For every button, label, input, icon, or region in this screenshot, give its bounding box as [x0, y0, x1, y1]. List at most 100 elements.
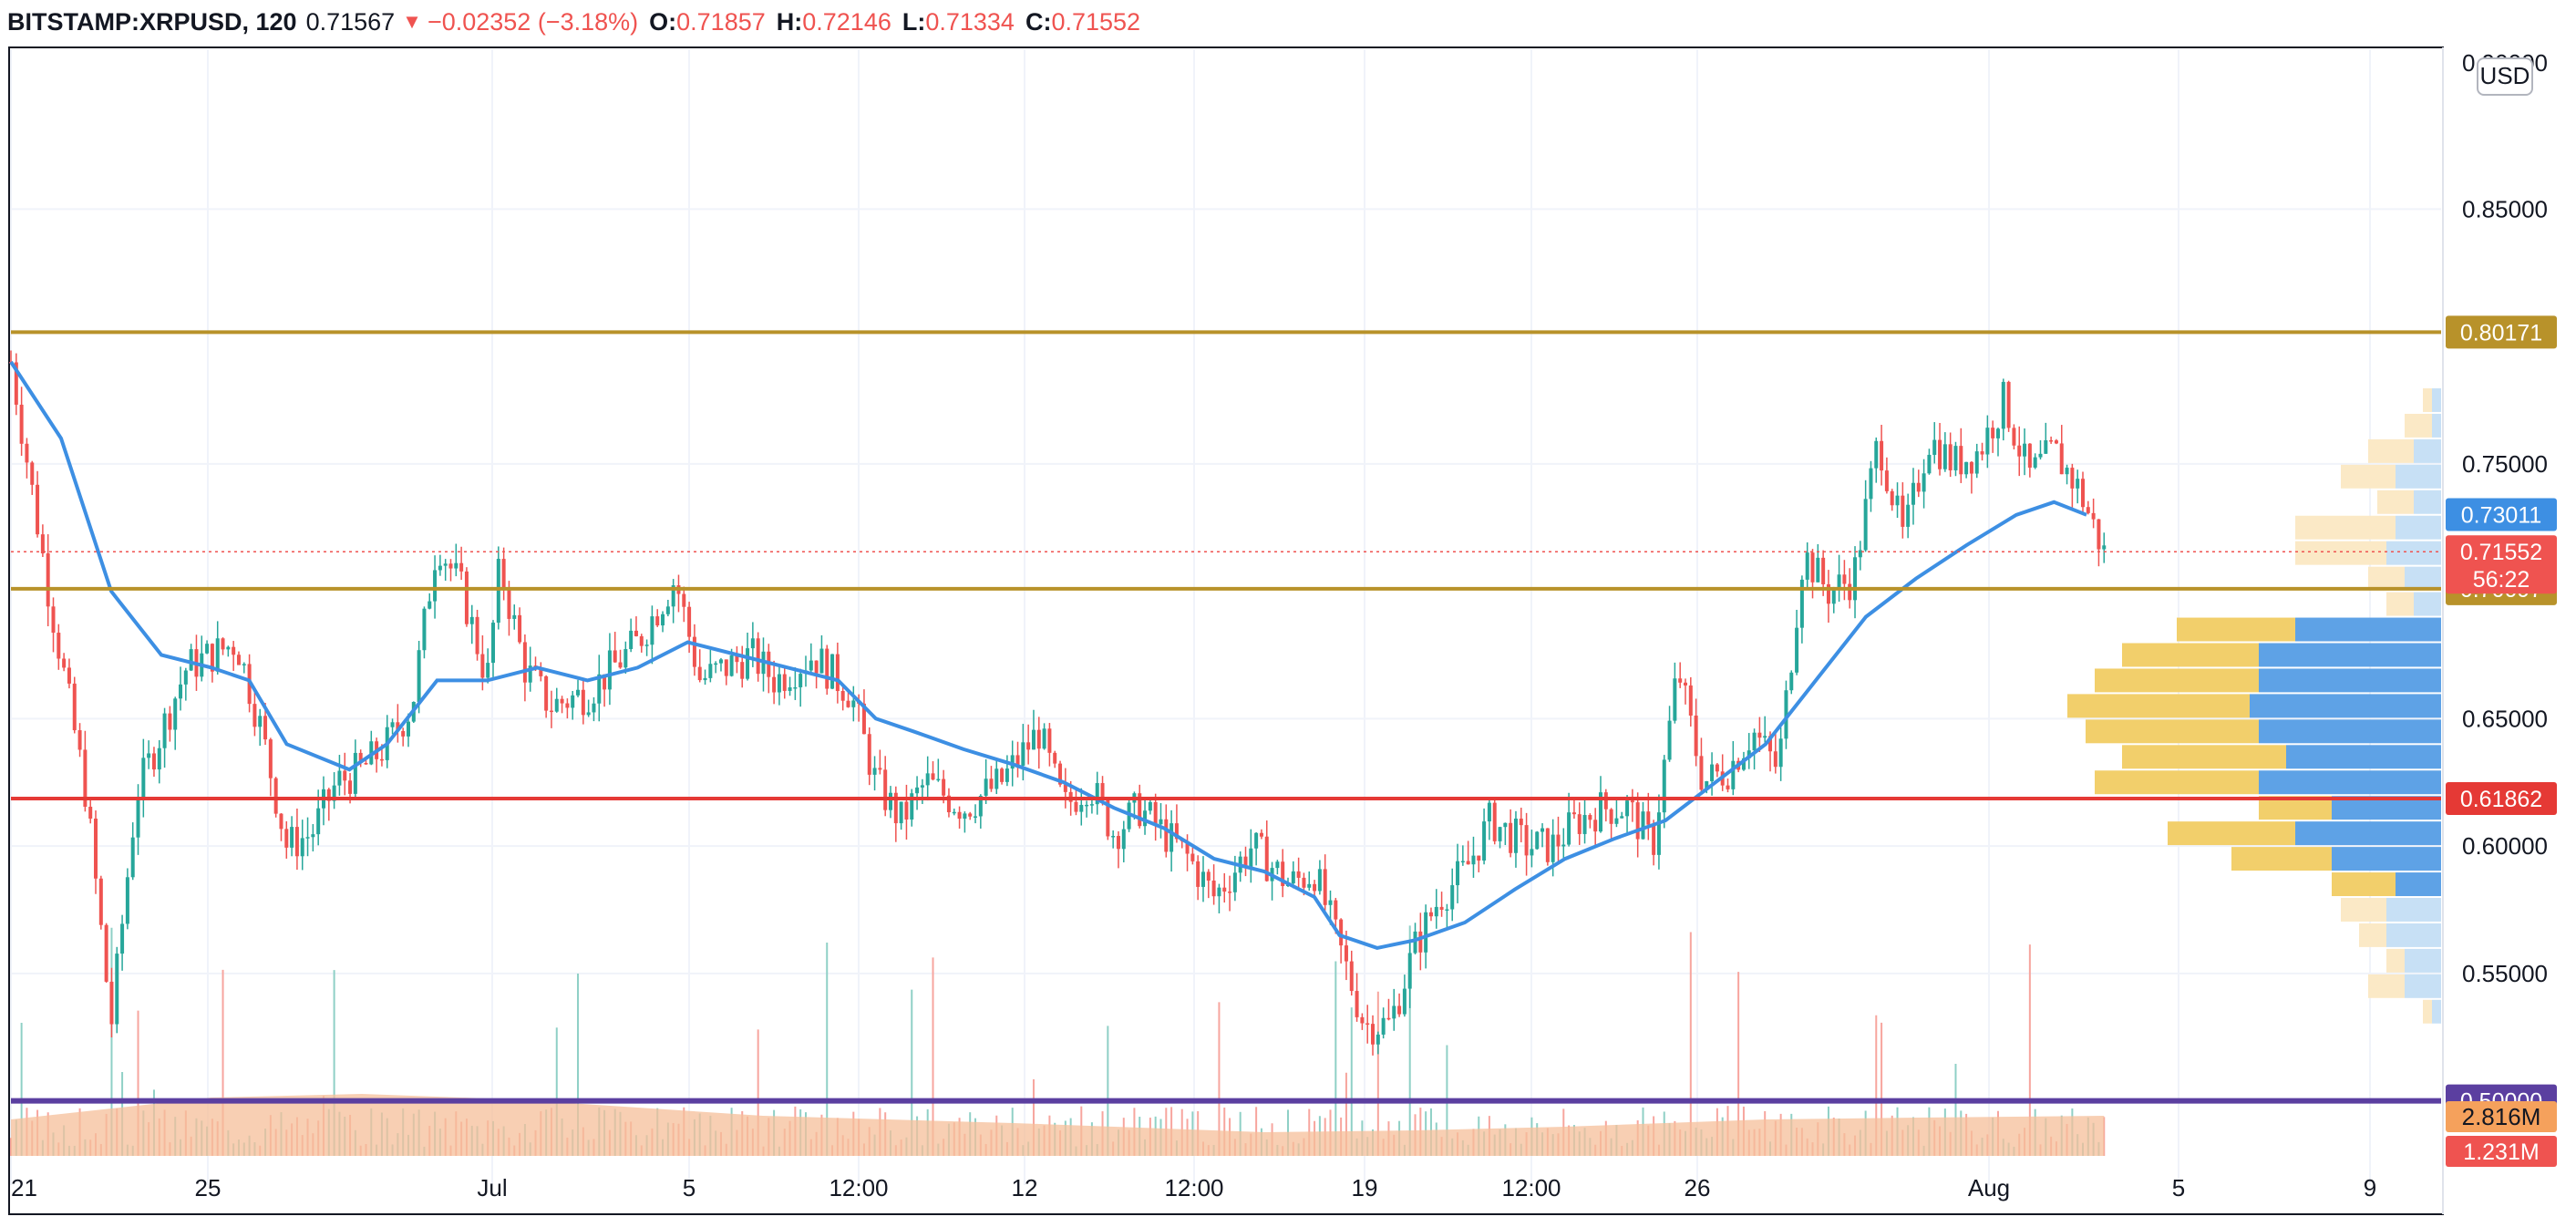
currency-label: USD: [2480, 62, 2530, 89]
candle-body: [2017, 445, 2022, 457]
moving-average-line: [9, 360, 2087, 950]
currency-button[interactable]: USD: [2477, 57, 2533, 96]
candle-body: [1355, 991, 1359, 1017]
candle-body: [1974, 451, 1979, 474]
candle-body: [1694, 716, 1698, 757]
candle-body: [1705, 780, 1709, 790]
candle-body: [814, 660, 819, 674]
candle-body: [724, 659, 728, 676]
candle-body: [2027, 443, 2032, 468]
candle-body: [1228, 892, 1232, 893]
candle-body: [718, 659, 723, 664]
candle-body: [501, 559, 506, 589]
profile-bar-yellow: [2368, 566, 2405, 591]
candle-body: [1916, 482, 1921, 492]
candle-body: [920, 785, 924, 788]
profile-bar-yellow: [2341, 898, 2386, 922]
candle-body: [300, 838, 304, 857]
candle-body: [221, 638, 225, 650]
candle-body: [2059, 443, 2064, 475]
candle-body: [72, 683, 77, 731]
candle-body: [623, 649, 628, 668]
candle-body: [1281, 861, 1285, 886]
candle-body: [1148, 801, 1152, 811]
candle-body: [1567, 812, 1571, 845]
candle-body: [1111, 835, 1116, 838]
candle-body: [1185, 840, 1190, 854]
candle-body: [1042, 728, 1046, 749]
candle-body: [1799, 579, 1804, 628]
time-tick-label: 12:00: [829, 1174, 888, 1201]
candle-body: [1174, 823, 1179, 840]
candle-body: [464, 571, 469, 624]
candle-body: [1264, 836, 1269, 882]
countdown-tag: 56:22: [2473, 567, 2530, 593]
vol-last-tag: 1.231M: [2463, 1139, 2539, 1165]
candle-body: [326, 789, 331, 801]
time-tick-label: 26: [1685, 1174, 1711, 1201]
profile-bar-yellow: [2368, 438, 2414, 463]
candle-body: [2076, 479, 2080, 489]
symbol-label[interactable]: BITSTAMP:XRPUSD, 120: [7, 7, 297, 36]
candle-body: [1143, 810, 1148, 827]
candle-body: [1688, 685, 1693, 717]
candle-body: [480, 654, 485, 678]
candle-body: [448, 563, 453, 569]
price-tick-label: 0.60000: [2462, 832, 2548, 860]
candle-body: [1874, 440, 1879, 469]
candle-body: [687, 606, 692, 637]
profile-bar-blue: [2414, 592, 2441, 616]
candle-body: [1964, 461, 1969, 475]
candle-body: [1170, 823, 1174, 852]
candle-body: [2080, 479, 2085, 508]
candle-body: [2049, 439, 2054, 442]
candle-body: [952, 811, 956, 814]
candle-body: [1620, 816, 1624, 819]
candle-body: [1635, 802, 1640, 840]
candle-body: [1095, 783, 1099, 805]
candle-body: [2044, 439, 2048, 454]
candle-body: [332, 785, 336, 801]
candle-body: [1222, 887, 1227, 892]
price-axis[interactable]: 0.850000.750000.650000.600000.550000.900…: [2462, 49, 2548, 987]
candle-body: [1932, 439, 1937, 455]
candle-body: [777, 674, 781, 693]
candle-body: [750, 638, 755, 649]
candle-body: [1397, 1005, 1402, 1015]
candle-body: [428, 601, 432, 609]
candle-body: [861, 703, 866, 735]
profile-bar-yellow: [2177, 617, 2295, 642]
candle-body: [151, 753, 156, 770]
candle-body: [294, 827, 299, 857]
candle-body: [1053, 752, 1057, 764]
candle-body: [1232, 872, 1237, 892]
candle-body: [1365, 1023, 1370, 1025]
candle-body: [650, 616, 654, 645]
profile-bar-blue: [2432, 999, 2441, 1024]
candle-body: [1667, 720, 1672, 760]
candle-body: [846, 700, 850, 707]
candle-body: [1603, 792, 1608, 809]
time-axis[interactable]: 21 25 Jul 5 12:00 12 12:00 19 12:00 26 Aug 5 9: [11, 1174, 2376, 1201]
candle-body: [1164, 819, 1169, 852]
candle-body: [793, 686, 798, 689]
candle-body: [417, 650, 421, 702]
candle-body: [1906, 504, 1911, 527]
candle-body: [1106, 799, 1110, 837]
horizontal-levels[interactable]: [11, 330, 2441, 1104]
candle-body: [1328, 900, 1333, 905]
candle-body: [1344, 945, 1348, 962]
candle-body: [454, 562, 459, 569]
vol-ma-tag-bg: [2446, 1101, 2557, 1132]
profile-bar-yellow: [2423, 999, 2432, 1024]
candle-body: [878, 768, 882, 770]
candle-body: [1922, 473, 1926, 492]
candle-body: [242, 664, 246, 665]
candle-body: [1317, 869, 1322, 892]
candle-body: [88, 806, 93, 820]
candle-body: [1991, 428, 1995, 438]
candle-body: [130, 837, 135, 878]
ma-tag: 0.73011: [2461, 502, 2542, 528]
time-tick-label: 12: [1012, 1174, 1038, 1201]
